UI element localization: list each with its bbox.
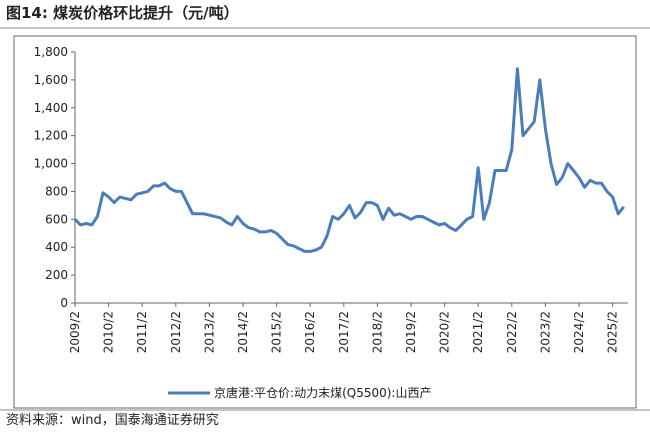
x-tick-label: 2025/2	[606, 311, 620, 353]
x-tick-label: 2013/2	[202, 311, 216, 353]
chart-title: 图14: 煤炭价格环比提升（元/吨）	[6, 4, 239, 22]
y-tick-label: 1,400	[34, 101, 68, 115]
y-tick-label: 600	[45, 212, 68, 226]
y-tick-label: 800	[45, 184, 68, 198]
x-tick-label: 2010/2	[102, 311, 116, 353]
x-tick-label: 2015/2	[270, 311, 284, 353]
x-tick-label: 2011/2	[135, 311, 149, 353]
y-tick-label: 400	[45, 240, 68, 254]
x-tick-label: 2021/2	[471, 311, 485, 353]
series-line	[73, 67, 625, 253]
x-tick-label: 2019/2	[404, 311, 418, 353]
x-tick-label: 2024/2	[572, 311, 586, 353]
y-tick-label: 1,800	[34, 45, 68, 59]
x-tick-label: 2018/2	[370, 311, 384, 353]
x-tick-label: 2014/2	[236, 311, 250, 353]
x-tick-label: 2009/2	[68, 311, 82, 353]
y-tick-label: 0	[60, 296, 68, 310]
y-tick-label: 1,200	[34, 129, 68, 143]
x-tick-label: 2017/2	[337, 311, 351, 353]
x-tick-label: 2023/2	[538, 311, 552, 353]
frame	[13, 35, 637, 409]
x-tick-label: 2016/2	[303, 311, 317, 353]
x-tick-label: 2020/2	[438, 311, 452, 353]
legend-label: 京唐港:平仓价:动力末煤(Q5500):山西产	[214, 385, 431, 400]
y-tick-label: 1,000	[34, 157, 68, 171]
x-tick-label: 2012/2	[169, 311, 183, 353]
y-tick-label: 200	[45, 268, 68, 282]
y-tick-label: 1,600	[34, 73, 68, 87]
x-tick-label: 2022/2	[505, 311, 519, 353]
source: 资料来源：wind，国泰海通证券研究	[6, 412, 219, 428]
